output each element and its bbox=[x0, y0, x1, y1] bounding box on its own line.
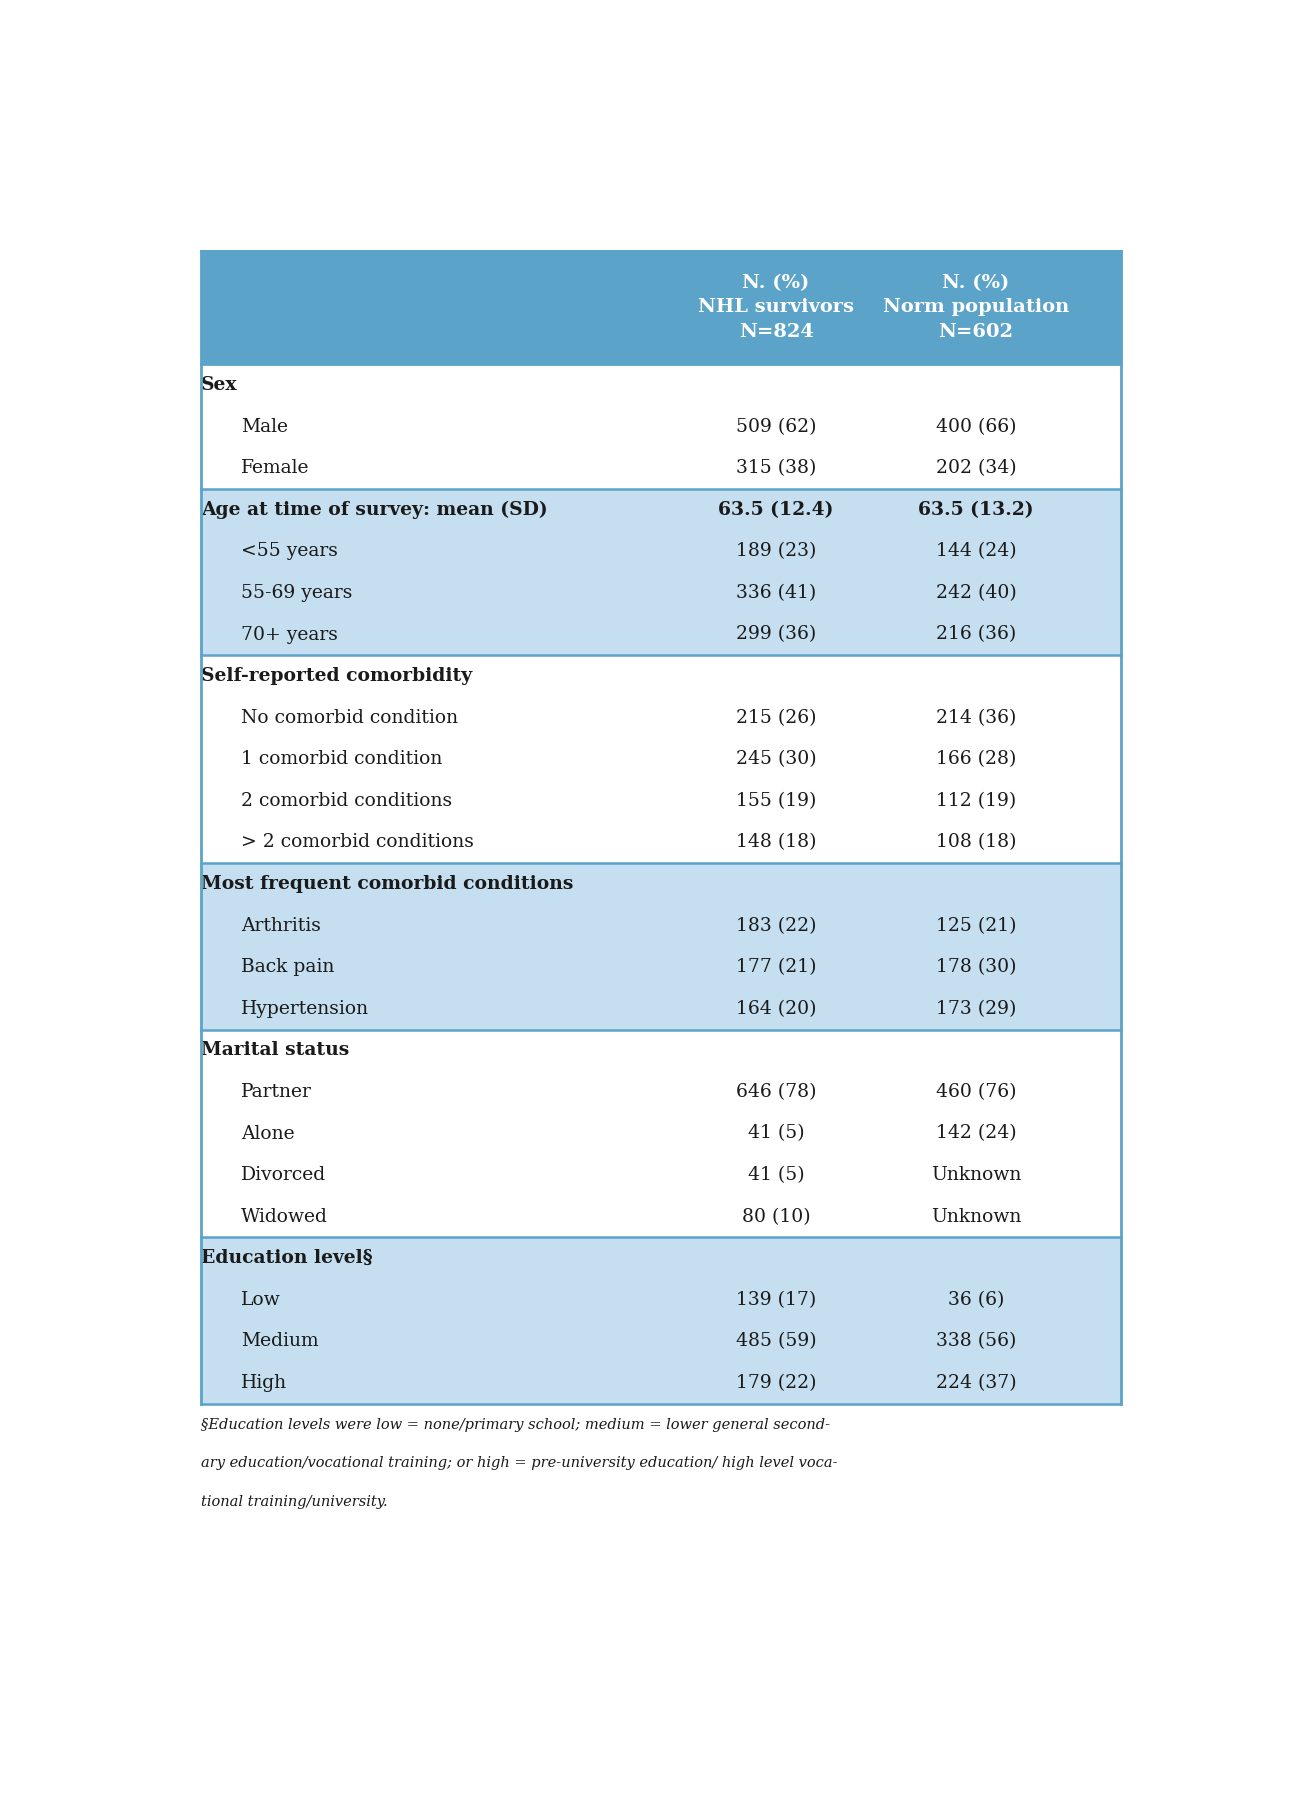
Text: 215 (26): 215 (26) bbox=[735, 709, 817, 727]
Text: High: High bbox=[241, 1373, 288, 1391]
Text: 245 (30): 245 (30) bbox=[735, 751, 817, 769]
Text: 216 (36): 216 (36) bbox=[937, 626, 1017, 644]
Bar bbox=[201, 531, 1121, 572]
Bar bbox=[201, 364, 1121, 405]
Bar bbox=[201, 1112, 1121, 1154]
Text: 112 (19): 112 (19) bbox=[937, 792, 1017, 810]
Text: 139 (17): 139 (17) bbox=[737, 1291, 817, 1309]
Text: 224 (37): 224 (37) bbox=[935, 1373, 1017, 1391]
Bar bbox=[201, 988, 1121, 1030]
Text: Unknown: Unknown bbox=[931, 1166, 1022, 1184]
Bar bbox=[201, 1030, 1121, 1071]
Text: Partner: Partner bbox=[241, 1084, 312, 1102]
Text: 63.5 (13.2): 63.5 (13.2) bbox=[918, 500, 1033, 518]
Bar bbox=[201, 572, 1121, 614]
Text: 108 (18): 108 (18) bbox=[935, 833, 1017, 851]
Bar bbox=[201, 448, 1121, 490]
Bar bbox=[201, 864, 1121, 905]
Bar bbox=[201, 250, 1121, 364]
Bar bbox=[201, 1154, 1121, 1195]
Bar bbox=[201, 614, 1121, 655]
Text: ary education/vocational training; or high = pre-university education/ high leve: ary education/vocational training; or hi… bbox=[201, 1456, 838, 1471]
Text: 242 (40): 242 (40) bbox=[935, 583, 1017, 601]
Text: 646 (78): 646 (78) bbox=[735, 1084, 817, 1102]
Text: 178 (30): 178 (30) bbox=[935, 958, 1017, 976]
Bar bbox=[201, 1280, 1121, 1321]
Text: 336 (41): 336 (41) bbox=[737, 583, 817, 601]
Text: 142 (24): 142 (24) bbox=[935, 1125, 1017, 1143]
Text: §Education levels were low = none/primary school; medium = lower general second-: §Education levels were low = none/primar… bbox=[201, 1418, 831, 1431]
Text: 41 (5): 41 (5) bbox=[748, 1125, 805, 1143]
Bar bbox=[201, 1195, 1121, 1237]
Text: N. (%)
NHL survivors
N=824: N. (%) NHL survivors N=824 bbox=[698, 274, 854, 340]
Text: 125 (21): 125 (21) bbox=[935, 916, 1017, 934]
Text: 70+ years: 70+ years bbox=[241, 626, 338, 644]
Bar bbox=[201, 697, 1121, 738]
Text: No comorbid condition: No comorbid condition bbox=[241, 709, 458, 727]
Text: 202 (34): 202 (34) bbox=[935, 459, 1017, 477]
Text: Sex: Sex bbox=[201, 376, 237, 394]
Text: Age at time of survey: mean (SD): Age at time of survey: mean (SD) bbox=[201, 500, 548, 518]
Text: 55-69 years: 55-69 years bbox=[241, 583, 352, 601]
Text: 164 (20): 164 (20) bbox=[735, 999, 817, 1017]
Text: 400 (66): 400 (66) bbox=[935, 418, 1017, 436]
Bar bbox=[201, 1363, 1121, 1404]
Bar bbox=[201, 1071, 1121, 1112]
Text: 63.5 (12.4): 63.5 (12.4) bbox=[719, 500, 833, 518]
Text: Education level§: Education level§ bbox=[201, 1249, 373, 1267]
Text: Low: Low bbox=[241, 1291, 281, 1309]
Text: Medium: Medium bbox=[241, 1332, 319, 1350]
Bar bbox=[201, 779, 1121, 821]
Text: 485 (59): 485 (59) bbox=[735, 1332, 817, 1350]
Bar bbox=[201, 1321, 1121, 1363]
Bar bbox=[201, 821, 1121, 864]
Text: Divorced: Divorced bbox=[241, 1166, 326, 1184]
Text: 173 (29): 173 (29) bbox=[935, 999, 1017, 1017]
Text: Alone: Alone bbox=[241, 1125, 295, 1143]
Text: 315 (38): 315 (38) bbox=[735, 459, 817, 477]
Bar bbox=[201, 947, 1121, 988]
Text: tional training/university.: tional training/university. bbox=[201, 1496, 388, 1508]
Text: Female: Female bbox=[241, 459, 310, 477]
Text: 179 (22): 179 (22) bbox=[735, 1373, 817, 1391]
Text: 338 (56): 338 (56) bbox=[935, 1332, 1017, 1350]
Text: 144 (24): 144 (24) bbox=[935, 542, 1017, 560]
Bar bbox=[201, 405, 1121, 448]
Text: Most frequent comorbid conditions: Most frequent comorbid conditions bbox=[201, 875, 574, 893]
Text: Widowed: Widowed bbox=[241, 1208, 328, 1226]
Text: 509 (62): 509 (62) bbox=[735, 418, 817, 436]
Text: 2 comorbid conditions: 2 comorbid conditions bbox=[241, 792, 453, 810]
Bar bbox=[201, 738, 1121, 779]
Bar bbox=[201, 1237, 1121, 1280]
Bar bbox=[201, 905, 1121, 947]
Text: 1 comorbid condition: 1 comorbid condition bbox=[241, 751, 442, 769]
Text: <55 years: <55 years bbox=[241, 542, 338, 560]
Text: 148 (18): 148 (18) bbox=[735, 833, 817, 851]
Text: 166 (28): 166 (28) bbox=[935, 751, 1017, 769]
Text: 177 (21): 177 (21) bbox=[735, 958, 817, 976]
Text: Marital status: Marital status bbox=[201, 1042, 350, 1060]
Text: N. (%)
Norm population
N=602: N. (%) Norm population N=602 bbox=[882, 274, 1069, 340]
Text: Male: Male bbox=[241, 418, 288, 436]
Text: Self-reported comorbidity: Self-reported comorbidity bbox=[201, 668, 472, 686]
Text: Unknown: Unknown bbox=[931, 1208, 1022, 1226]
Text: 299 (36): 299 (36) bbox=[737, 626, 817, 644]
Bar bbox=[201, 655, 1121, 697]
Text: 214 (36): 214 (36) bbox=[935, 709, 1017, 727]
Text: Arthritis: Arthritis bbox=[241, 916, 321, 934]
Text: Back pain: Back pain bbox=[241, 958, 334, 976]
Text: 155 (19): 155 (19) bbox=[735, 792, 817, 810]
Text: Hypertension: Hypertension bbox=[241, 999, 369, 1017]
Text: 183 (22): 183 (22) bbox=[735, 916, 817, 934]
Text: 189 (23): 189 (23) bbox=[735, 542, 817, 560]
Text: 41 (5): 41 (5) bbox=[748, 1166, 805, 1184]
Text: 80 (10): 80 (10) bbox=[742, 1208, 810, 1226]
Text: > 2 comorbid conditions: > 2 comorbid conditions bbox=[241, 833, 475, 851]
Text: 36 (6): 36 (6) bbox=[948, 1291, 1004, 1309]
Text: 460 (76): 460 (76) bbox=[935, 1084, 1017, 1102]
Bar bbox=[201, 490, 1121, 531]
